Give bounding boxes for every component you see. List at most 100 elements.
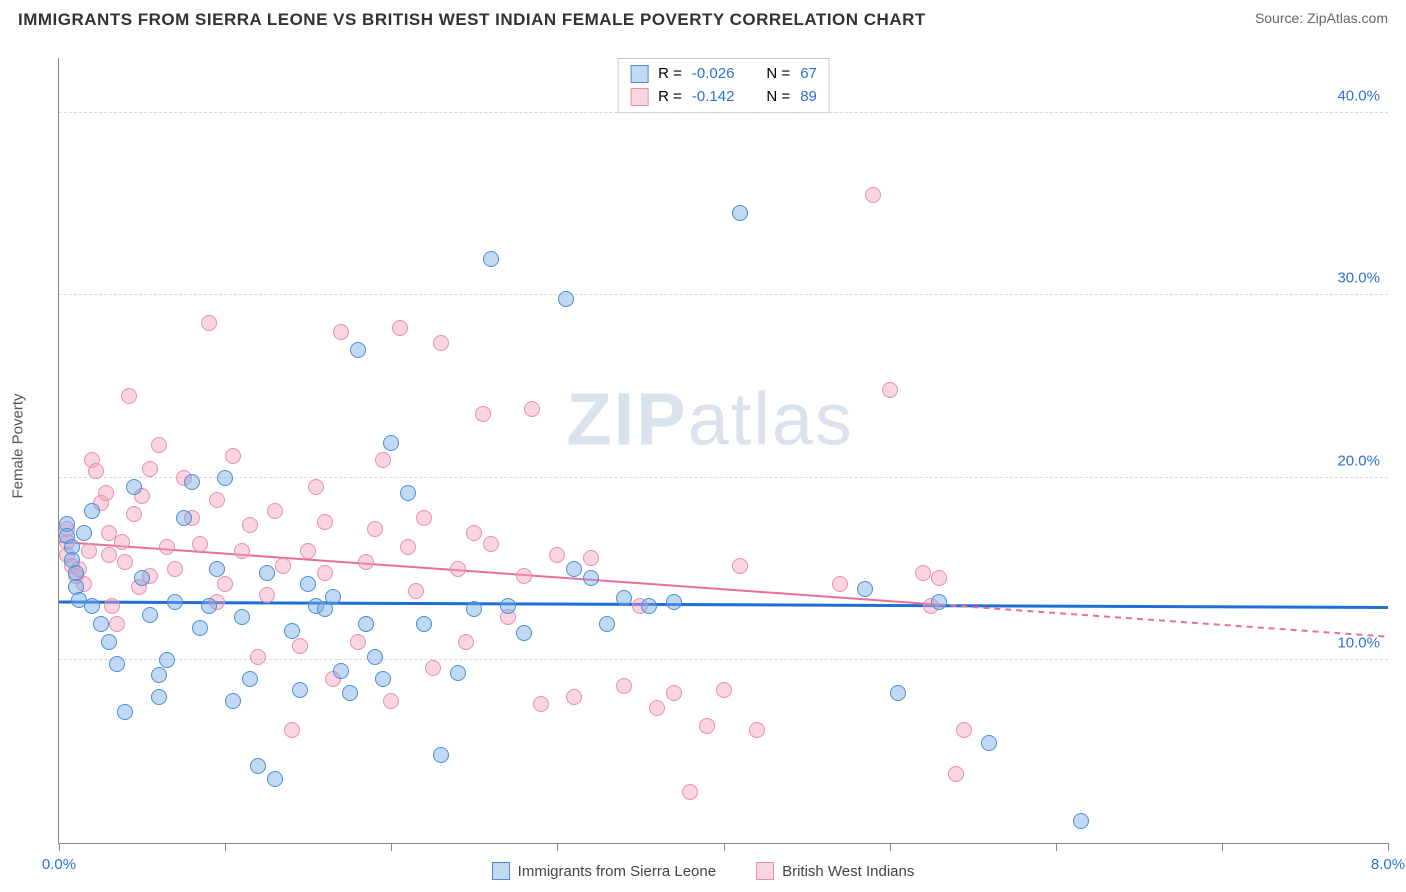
y-tick-label: 30.0%	[1337, 270, 1380, 287]
data-point	[416, 616, 432, 632]
data-point	[649, 700, 665, 716]
source-prefix: Source:	[1255, 10, 1307, 26]
data-point	[109, 656, 125, 672]
data-point	[167, 594, 183, 610]
data-point	[151, 667, 167, 683]
data-point	[114, 534, 130, 550]
data-point	[350, 634, 366, 650]
data-point	[931, 570, 947, 586]
data-point	[267, 771, 283, 787]
y-tick-label: 40.0%	[1337, 87, 1380, 104]
n-label: N =	[766, 86, 790, 109]
data-point	[400, 539, 416, 555]
data-point	[358, 616, 374, 632]
data-point	[682, 784, 698, 800]
x-tick	[391, 843, 392, 851]
data-point	[192, 620, 208, 636]
data-point	[358, 554, 374, 570]
data-point	[275, 558, 291, 574]
x-tick	[890, 843, 891, 851]
bottom-legend: Immigrants from Sierra LeoneBritish West…	[0, 862, 1406, 880]
data-point	[882, 382, 898, 398]
data-point	[416, 510, 432, 526]
data-point	[259, 565, 275, 581]
data-point	[184, 474, 200, 490]
data-point	[225, 693, 241, 709]
data-point	[566, 689, 582, 705]
chart-area: Female Poverty ZIPatlas R = -0.026N = 67…	[48, 48, 1388, 844]
data-point	[217, 576, 233, 592]
data-point	[981, 735, 997, 751]
data-point	[284, 623, 300, 639]
data-point	[300, 576, 316, 592]
data-point	[865, 187, 881, 203]
data-point	[333, 324, 349, 340]
data-point	[209, 492, 225, 508]
data-point	[533, 696, 549, 712]
gridline	[59, 112, 1388, 113]
data-point	[583, 570, 599, 586]
data-point	[558, 291, 574, 307]
data-point	[117, 554, 133, 570]
stats-row: R = -0.142N = 89	[630, 86, 817, 109]
source-name: ZipAtlas.com	[1307, 10, 1388, 26]
data-point	[566, 561, 582, 577]
data-point	[192, 536, 208, 552]
x-tick	[557, 843, 558, 851]
data-point	[126, 506, 142, 522]
n-value: 67	[800, 63, 817, 86]
data-point	[209, 561, 225, 577]
data-point	[342, 685, 358, 701]
legend-item: Immigrants from Sierra Leone	[492, 862, 716, 880]
data-point	[300, 543, 316, 559]
data-point	[383, 435, 399, 451]
x-tick	[59, 843, 60, 851]
data-point	[101, 547, 117, 563]
trend-lines	[59, 58, 1388, 843]
data-point	[375, 452, 391, 468]
data-point	[516, 568, 532, 584]
data-point	[84, 503, 100, 519]
gridline	[59, 294, 1388, 295]
data-point	[93, 616, 109, 632]
data-point	[134, 570, 150, 586]
data-point	[242, 671, 258, 687]
data-point	[666, 594, 682, 610]
n-label: N =	[766, 63, 790, 86]
data-point	[466, 525, 482, 541]
legend-swatch	[756, 862, 774, 880]
data-point	[475, 406, 491, 422]
data-point	[109, 616, 125, 632]
gridline	[59, 477, 1388, 478]
data-point	[616, 590, 632, 606]
data-point	[956, 722, 972, 738]
data-point	[250, 649, 266, 665]
data-point	[749, 722, 765, 738]
plot-region: ZIPatlas R = -0.026N = 67R = -0.142N = 8…	[58, 58, 1388, 844]
r-label: R =	[658, 63, 682, 86]
data-point	[333, 663, 349, 679]
data-point	[699, 718, 715, 734]
source-attribution: Source: ZipAtlas.com	[1255, 10, 1388, 26]
data-point	[458, 634, 474, 650]
x-tick	[225, 843, 226, 851]
data-point	[201, 315, 217, 331]
data-point	[716, 682, 732, 698]
data-point	[857, 581, 873, 597]
data-point	[117, 704, 133, 720]
data-point	[915, 565, 931, 581]
data-point	[225, 448, 241, 464]
data-point	[159, 652, 175, 668]
data-point	[433, 747, 449, 763]
watermark-rest: atlas	[688, 378, 854, 461]
data-point	[104, 598, 120, 614]
data-point	[641, 598, 657, 614]
data-point	[284, 722, 300, 738]
data-point	[1073, 813, 1089, 829]
data-point	[367, 521, 383, 537]
x-tick	[1056, 843, 1057, 851]
data-point	[151, 689, 167, 705]
data-point	[948, 766, 964, 782]
data-point	[250, 758, 266, 774]
stats-row: R = -0.026N = 67	[630, 63, 817, 86]
